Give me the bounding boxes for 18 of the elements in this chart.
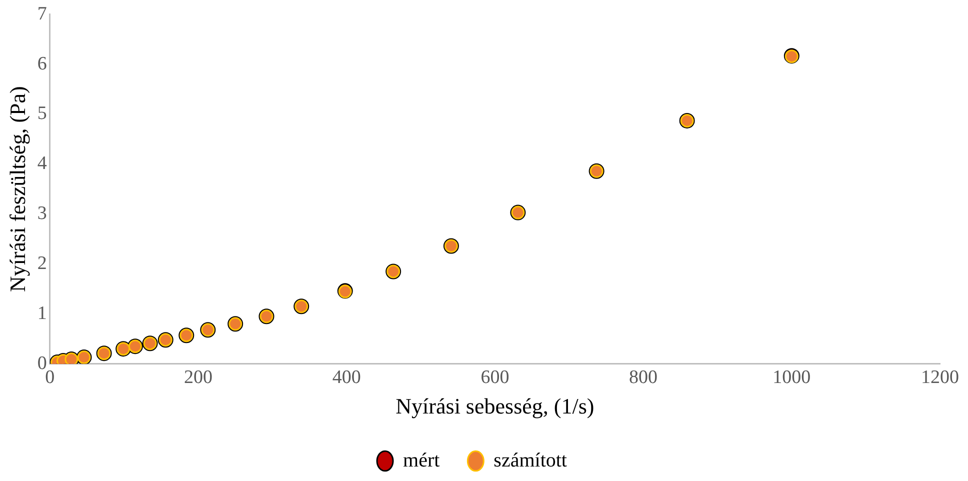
y-axis-title: Nyírási feszültség, (Pa) — [4, 86, 30, 292]
y-tick-label: 2 — [37, 252, 47, 274]
x-tick-label: 1000 — [772, 367, 811, 388]
x-tick-label: 1200 — [921, 367, 959, 388]
x-tick-label: 800 — [629, 367, 658, 388]
legend-label: számított — [494, 449, 568, 472]
x-tick-label: 400 — [332, 367, 361, 388]
y-tick-label: 0 — [37, 352, 47, 374]
y-tick-label: 6 — [37, 53, 47, 74]
y-tick-label: 1 — [37, 302, 47, 324]
x-axis-title: Nyírási sebesség, (1/s) — [396, 394, 594, 419]
y-tick-label: 5 — [37, 103, 47, 124]
x-tick-label: 600 — [480, 367, 510, 388]
y-tick-label: 4 — [37, 153, 48, 174]
y-tick-label: 3 — [37, 203, 47, 224]
y-tick-label: 7 — [37, 3, 47, 24]
x-tick-label: 200 — [184, 367, 212, 388]
legend-label: mért — [403, 449, 440, 472]
